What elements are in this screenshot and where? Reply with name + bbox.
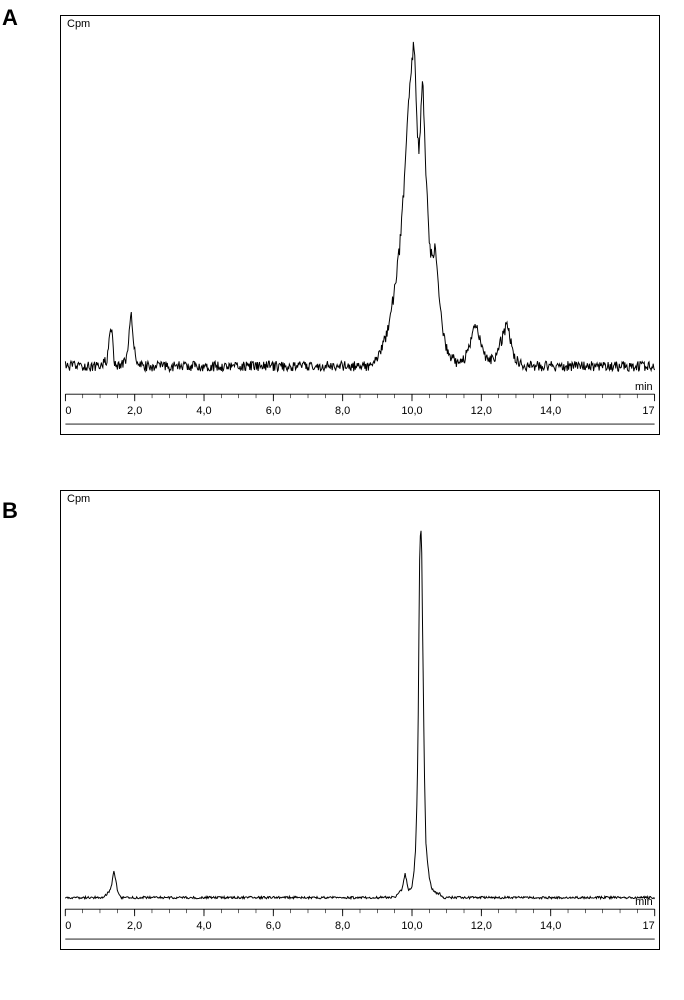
svg-text:10,0: 10,0 (401, 405, 422, 417)
svg-text:14,0: 14,0 (540, 920, 561, 932)
svg-text:min: min (635, 381, 653, 393)
svg-text:17: 17 (642, 405, 654, 417)
svg-text:17: 17 (643, 920, 655, 932)
svg-text:8,0: 8,0 (335, 405, 350, 417)
svg-text:10,0: 10,0 (401, 920, 422, 932)
svg-text:12,0: 12,0 (471, 405, 492, 417)
svg-text:0: 0 (65, 920, 71, 932)
svg-text:6,0: 6,0 (266, 405, 281, 417)
svg-text:4,0: 4,0 (196, 920, 211, 932)
panel-b-plot: 02,04,06,08,010,012,014,017min (61, 491, 659, 949)
panel-a-plot: 0 2,0 4,0 6,0 8,0 10,0 12,0 14,0 17 min (61, 16, 659, 434)
svg-text:2,0: 2,0 (127, 405, 142, 417)
svg-text:2,0: 2,0 (127, 920, 142, 932)
svg-text:12,0: 12,0 (471, 920, 492, 932)
panel-b-frame: Cpm 02,04,06,08,010,012,014,017min (60, 490, 660, 950)
panel-a-frame: Cpm 02,04,06,08,010,012,014,017min (60, 15, 660, 435)
figure-container: A Cpm 02,04,06,08,010,012,014,017min B C… (0, 0, 684, 1000)
svg-text:0: 0 (65, 405, 71, 417)
svg-text:4,0: 4,0 (196, 405, 211, 417)
panel-b-label: B (2, 498, 18, 524)
svg-text:8,0: 8,0 (335, 920, 350, 932)
svg-text:14,0: 14,0 (540, 405, 561, 417)
panel-a-label: A (2, 5, 18, 31)
svg-text:6,0: 6,0 (266, 920, 281, 932)
